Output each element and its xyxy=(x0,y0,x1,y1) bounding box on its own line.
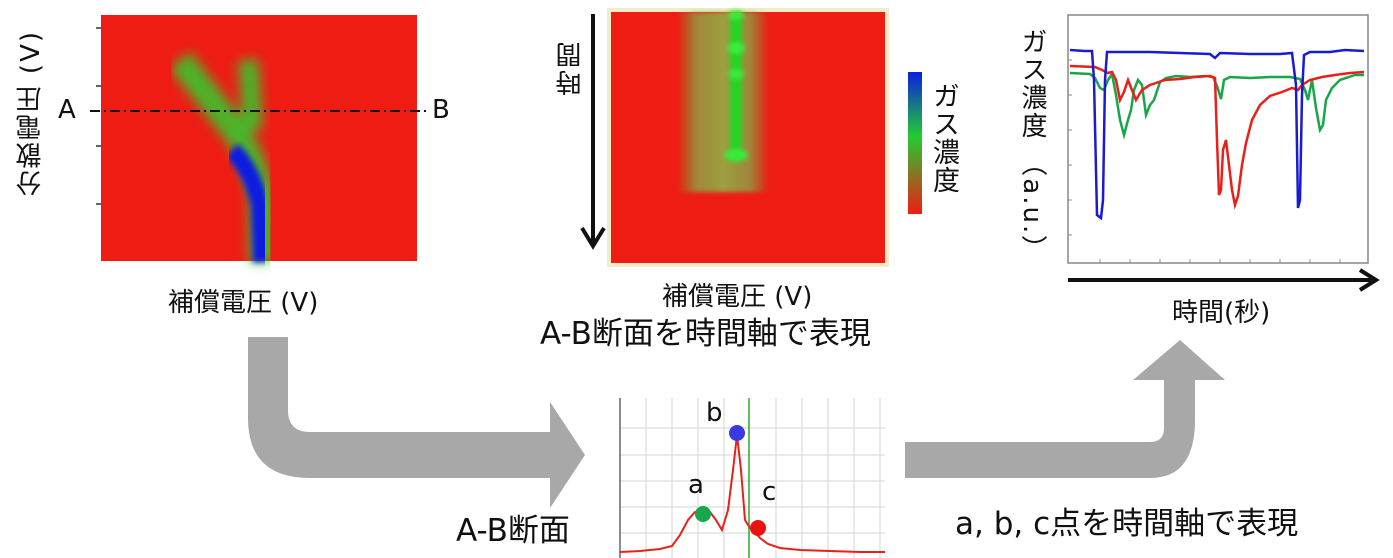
dispersion-blue-core xyxy=(225,143,271,263)
point-a-label: a xyxy=(688,470,704,500)
cross-section-label: A-B断面 xyxy=(456,513,570,549)
series-blue xyxy=(1069,48,1365,221)
colorbar xyxy=(908,72,922,214)
cross-section-grid xyxy=(620,398,885,558)
series-red xyxy=(1069,64,1365,210)
flow-arrow-right xyxy=(905,340,1225,478)
line-end-label: B xyxy=(432,95,450,125)
colorbar-label: ガス濃度 xyxy=(928,82,959,194)
cross-section-curve xyxy=(619,434,885,553)
heatmap-green-streak xyxy=(724,10,748,162)
time-series-x-axis-label: 時間(秒) xyxy=(1172,298,1271,328)
point-a-marker xyxy=(695,506,711,522)
point-c-label: c xyxy=(762,477,777,507)
cross-section-plot xyxy=(620,398,885,558)
point-b-label: b xyxy=(706,398,723,428)
time-series-y-axis-label: ガス濃度 （a.u.） xyxy=(1017,28,1047,264)
flow-arrow-left xyxy=(248,337,585,508)
dispersion-x-axis-label: 補償電圧 (V) xyxy=(168,288,319,318)
point-c-marker xyxy=(750,520,766,536)
point-b-marker xyxy=(729,425,745,441)
heatmap-x-axis-label: 補償電圧 (V) xyxy=(662,282,813,312)
line-start-label: A xyxy=(58,95,76,125)
dispersion-y-ticks xyxy=(96,27,101,205)
bottom-caption: a, b, c点を時間軸で表現 xyxy=(955,506,1299,542)
time-series-y-ticks xyxy=(1068,59,1072,236)
heatmap-caption: A-B断面を時間軸で表現 xyxy=(540,316,871,352)
